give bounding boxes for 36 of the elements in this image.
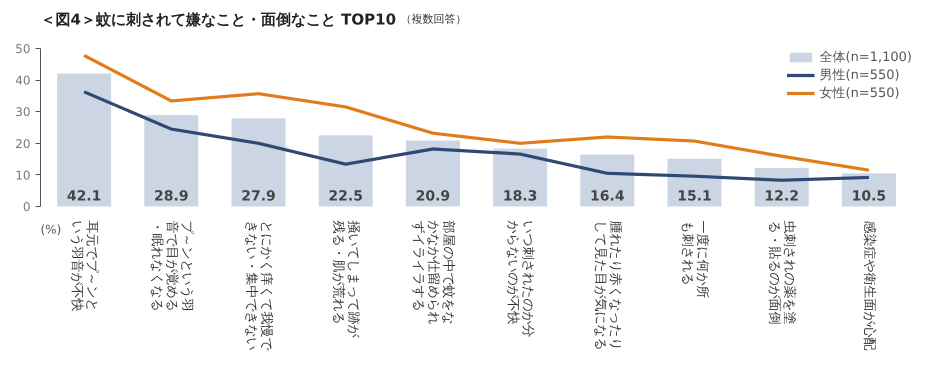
x-tick-label: 腫れたり赤くなったりして見た目が気になる: [592, 220, 622, 350]
bar: [57, 73, 112, 206]
data-label: 22.5: [328, 188, 363, 204]
chart-title: ＜図4＞蚊に刺されて嫌なこと・面倒なこと TOP10: [40, 10, 396, 28]
x-tick-label: 掻いてしまって跡が残る・肌が荒れる: [330, 220, 361, 338]
x-tick-label: とにかく痒くて我慢できない・集中できない: [244, 220, 274, 352]
data-label: 27.9: [241, 188, 276, 204]
chart-subtitle: （複数回答）: [400, 12, 466, 26]
data-label: 12.2: [764, 188, 799, 204]
x-tick-label: 一度に何か所も刺される: [680, 220, 710, 298]
x-tick-label: 部屋の中で蚊をなかなか仕留められずイライラする: [410, 220, 456, 324]
y-tick-label: 50: [15, 42, 31, 56]
y-tick-label: 40: [15, 74, 31, 88]
text: (%): [40, 222, 62, 236]
y-tick-label: 30: [15, 105, 31, 120]
data-label: 15.1: [677, 188, 712, 204]
bar: [144, 115, 198, 206]
legend-label: 全体(n=1,100): [820, 49, 912, 66]
data-label: 28.9: [154, 188, 189, 204]
legend-label: 女性(n=550): [820, 85, 900, 102]
data-label: 16.4: [590, 188, 625, 204]
x-tick-label: 虫刺されの薬を塗る・貼るのが面倒: [766, 220, 797, 324]
bar: [231, 118, 286, 206]
x-tick-label: いつ刺されたのか分からないのが不快: [505, 220, 536, 338]
y-tick-label: 10: [15, 168, 31, 182]
data-label: 42.1: [66, 188, 102, 204]
x-tick-label: 耳元でプ～ンという羽音が不快: [69, 220, 100, 312]
data-label: 10.5: [852, 188, 886, 204]
y-tick-label: 0: [22, 200, 31, 214]
data-label: 18.3: [502, 188, 538, 204]
legend-label: 男性(n=550): [820, 67, 900, 84]
x-tick-label: 感染症や衛生面が心配: [861, 220, 878, 350]
bar: [318, 135, 373, 206]
x-tick-label: プ～ンという羽音で目が覚める・眠れなくなる: [148, 220, 194, 312]
y-tick-label: 20: [15, 136, 31, 151]
data-label: 20.9: [416, 188, 450, 204]
